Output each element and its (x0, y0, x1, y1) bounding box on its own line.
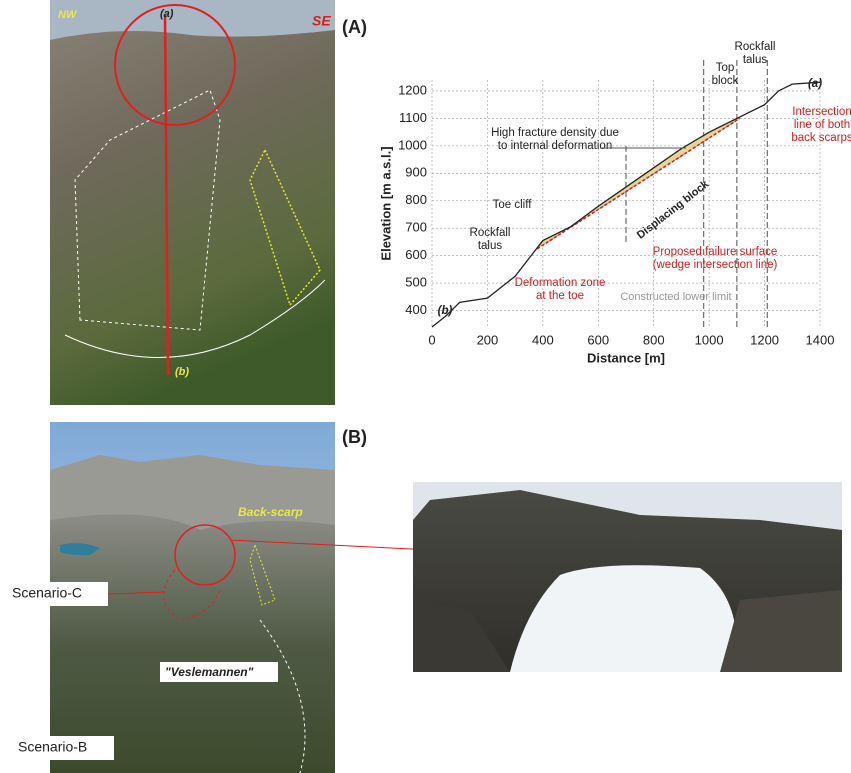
y-tick-label: 600 (405, 247, 427, 262)
x-tick-label: 1000 (695, 332, 724, 347)
y-tick-label: 800 (405, 192, 427, 207)
annotation: Deformation zone (515, 277, 606, 289)
annotation: to internal deformation (498, 140, 612, 152)
label-box (14, 736, 114, 760)
profile-chart: 400 500 600 700 800 900 1000 1100 1200 0 200 400 600… (378, 41, 851, 365)
annotation: High fracture density due (491, 127, 619, 139)
label-box (8, 582, 108, 606)
photo-b (50, 422, 335, 773)
label-box (160, 662, 278, 682)
y-tick-label: 1100 (399, 110, 427, 125)
annotation: block (712, 75, 739, 87)
photo-a (50, 0, 335, 405)
x-tick-label: 1400 (806, 332, 835, 347)
panel-label: (B) (342, 427, 367, 447)
x-tick-label: 400 (532, 332, 554, 347)
x-tick-label: 0 (428, 332, 435, 347)
label-nw: NW (58, 9, 78, 21)
annotation: Proposed failure surface (653, 246, 778, 258)
label-a: (a) (160, 8, 174, 20)
y-tick-label: 700 (405, 220, 427, 235)
annotation: Rockfall (735, 41, 776, 53)
x-tick-label: 200 (477, 332, 499, 347)
annotation: Top (716, 62, 735, 74)
label-scenario-c: Scenario-C (12, 585, 82, 601)
y-tick-label: 900 (405, 165, 427, 180)
label-back-scarp: Back-scarp (238, 505, 303, 519)
annotation: Constructed lower limit (620, 291, 731, 303)
profile-line (431, 81, 821, 328)
annotation: (b) (438, 305, 453, 317)
y-tick-label: 1200 (398, 82, 427, 97)
y-tick-label: 400 (405, 302, 427, 317)
annotation: (a) (808, 78, 822, 90)
annotation: back scarps (791, 132, 851, 144)
x-tick-label: 1200 (750, 332, 779, 347)
annotation: (wedge intersection line) (653, 259, 778, 271)
label-se: SE (312, 13, 331, 29)
annotation: talus (743, 54, 768, 66)
x-axis-label: Distance [m] (587, 350, 665, 365)
annotation: Toe cliff (493, 199, 533, 211)
annotation: talus (478, 240, 503, 252)
annotation: Displacing block (635, 178, 712, 242)
label-veslemannen: "Veslemannen" (165, 665, 254, 679)
panel-label: (A) (342, 17, 367, 37)
photo-c (413, 482, 842, 672)
annotation: at the toe (536, 290, 584, 302)
annotation: Rockfall (470, 227, 511, 239)
y-axis-label: Elevation [m a.s.l.] (378, 146, 393, 260)
label-scenario-b: Scenario-B (18, 739, 87, 755)
x-tick-label: 600 (587, 332, 609, 347)
label-b: (b) (175, 366, 189, 378)
annotation: Intersection (792, 106, 851, 118)
pointer (107, 591, 166, 595)
x-tick-label: 800 (643, 332, 665, 347)
y-tick-label: 500 (405, 275, 427, 290)
y-tick-label: 1000 (398, 137, 427, 152)
annotation: line of both (794, 119, 850, 131)
